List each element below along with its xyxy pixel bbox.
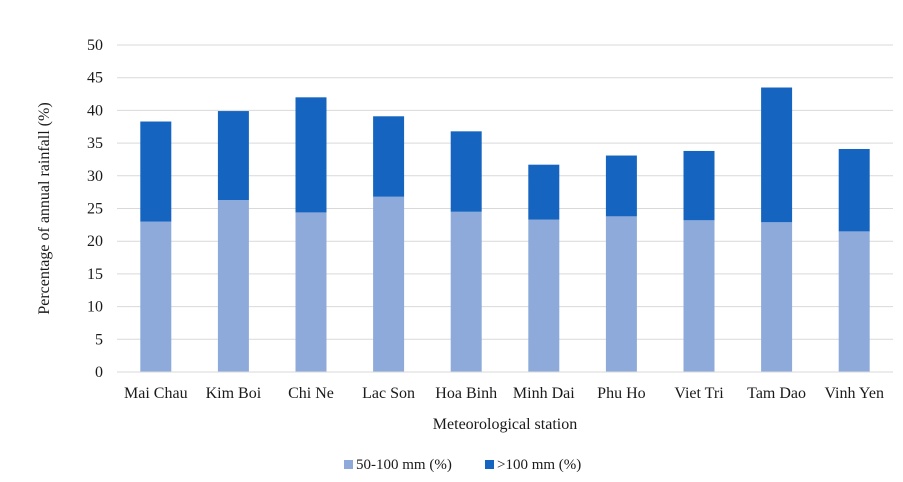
legend: 50-100 mm (%) >100 mm (%) bbox=[344, 457, 581, 473]
bars-layer bbox=[140, 87, 870, 372]
x-tick-label: Chi Ne bbox=[288, 385, 334, 402]
y-tick-label: 5 bbox=[95, 331, 103, 348]
bar-segment-over-100mm bbox=[217, 111, 249, 200]
bar-segment-50-100mm bbox=[295, 212, 327, 372]
x-tick-label: Phu Ho bbox=[597, 385, 645, 402]
x-tick-label: Minh Dai bbox=[513, 385, 575, 402]
bar-segment-over-100mm bbox=[528, 164, 560, 220]
legend-label: >100 mm (%) bbox=[497, 457, 581, 473]
y-tick-label: 45 bbox=[87, 70, 103, 87]
y-axis-ticks: 0 5 10 15 20 25 30 35 40 45 50 bbox=[87, 37, 103, 381]
bar-segment-50-100mm bbox=[838, 231, 870, 372]
bar-segment-over-100mm bbox=[373, 116, 405, 197]
bar-segment-over-100mm bbox=[295, 97, 327, 213]
y-tick-label: 10 bbox=[87, 299, 103, 316]
bar-segment-50-100mm bbox=[217, 199, 249, 372]
y-tick-label: 30 bbox=[87, 168, 103, 185]
legend-swatch bbox=[485, 460, 494, 469]
bar-segment-over-100mm bbox=[450, 131, 482, 212]
x-tick-label: Tam Dao bbox=[747, 385, 806, 402]
bar-segment-50-100mm bbox=[450, 211, 482, 372]
x-axis-labels: Mai Chau Kim Boi Chi Ne Lac Son Hoa Binh Minh… bbox=[124, 385, 884, 402]
legend-swatch bbox=[344, 460, 353, 469]
x-tick-label: Hoa Binh bbox=[435, 385, 497, 402]
y-tick-label: 15 bbox=[87, 266, 103, 283]
x-tick-label: Viet Tri bbox=[674, 385, 724, 402]
bar-segment-over-100mm bbox=[140, 121, 172, 222]
bar-segment-50-100mm bbox=[761, 222, 793, 372]
bar-segment-50-100mm bbox=[528, 219, 560, 372]
y-tick-label: 40 bbox=[87, 102, 103, 119]
y-tick-label: 50 bbox=[87, 37, 103, 54]
bar-segment-50-100mm bbox=[140, 221, 172, 372]
y-tick-label: 25 bbox=[87, 201, 103, 218]
bar-segment-50-100mm bbox=[605, 216, 637, 372]
bar-segment-over-100mm bbox=[605, 155, 637, 217]
x-tick-label: Vinh Yen bbox=[824, 385, 884, 402]
bar-segment-50-100mm bbox=[683, 220, 715, 372]
y-axis-title: Percentage of annual rainfall (%) bbox=[36, 102, 53, 314]
x-tick-label: Kim Boi bbox=[206, 385, 262, 402]
y-tick-label: 35 bbox=[87, 135, 103, 152]
bar-segment-over-100mm bbox=[838, 148, 870, 232]
x-tick-label: Mai Chau bbox=[124, 385, 188, 402]
y-tick-label: 0 bbox=[95, 364, 103, 381]
bar-segment-over-100mm bbox=[683, 150, 715, 221]
bar-segment-over-100mm bbox=[761, 87, 793, 223]
bar-segment-50-100mm bbox=[373, 196, 405, 372]
x-tick-label: Lac Son bbox=[362, 385, 415, 402]
legend-label: 50-100 mm (%) bbox=[356, 457, 452, 473]
x-axis-title: Meteorological station bbox=[433, 416, 577, 433]
y-tick-label: 20 bbox=[87, 233, 103, 250]
